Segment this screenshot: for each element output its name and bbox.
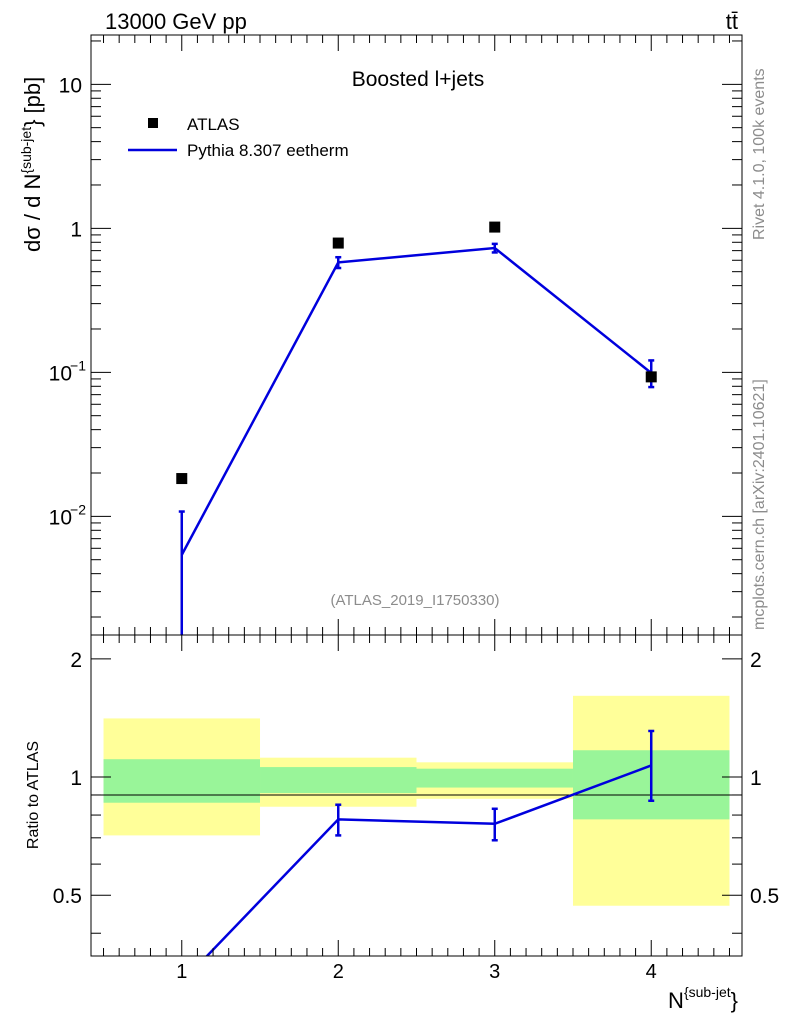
analysis-label: (ATLAS_2019_I1750330)	[330, 592, 499, 609]
legend-atlas-label: ATLAS	[187, 115, 240, 134]
process-label: tt̄	[726, 9, 738, 34]
ratio-panel: 2 2 1 1 0.5 0.5 1 2 3 4 Ratio to ATLAS N{sub-jet…	[25, 634, 779, 1013]
legend-pythia-label: Pythia 8.307 eetherm	[187, 141, 349, 160]
main-axis-ticks	[91, 35, 742, 635]
main-y-axis-label: dσ / d N{sub-jet} [pb]	[18, 77, 45, 252]
x-tick-labels: 1 2 3 4	[176, 961, 657, 983]
x-label-main: N	[668, 988, 684, 1013]
x-axis-label: N{sub-jet}	[668, 984, 738, 1013]
pythia-series-line	[180, 246, 653, 556]
x-label-close: }	[731, 988, 738, 1013]
green-band	[103, 759, 261, 803]
y-label-sup: {sub-jet	[18, 127, 34, 174]
main-y-tick-exponent: −2	[70, 501, 86, 517]
y-label-main: dσ / d N	[20, 174, 45, 252]
ratio-series-line	[205, 764, 652, 956]
ratio-y-tick-label-right: 1	[750, 767, 762, 790]
x-label-sup: {sub-jet	[684, 984, 731, 1000]
ratio-y-tick-label-left: 2	[70, 649, 82, 672]
green-band	[260, 767, 417, 794]
atlas-data-point	[332, 237, 344, 249]
ratio-y-axis-label: Ratio to ATLAS	[25, 741, 42, 849]
x-tick-label: 3	[489, 961, 500, 983]
atlas-data-point	[489, 221, 501, 233]
ratio-y-tick-label-left: 0.5	[53, 885, 82, 908]
atlas-data-point	[176, 473, 188, 485]
energy-label: 13000 GeV pp	[105, 9, 247, 34]
x-tick-label: 4	[646, 961, 657, 983]
chart-title: Boosted l+jets	[352, 68, 485, 91]
main-y-tick-label: 10	[49, 362, 72, 385]
ratio-axis-ticks	[91, 635, 742, 956]
legend: ATLAS Pythia 8.307 eetherm	[128, 115, 349, 160]
atlas-data-point	[645, 371, 657, 383]
green-band	[416, 768, 573, 788]
ratio-y-tick-label-left: 1	[70, 767, 82, 790]
x-tick-label: 1	[176, 961, 187, 983]
atlas-data-points	[176, 221, 657, 485]
main-y-tick-label: 10	[59, 74, 82, 97]
main-y-tick-exponent: −1	[70, 357, 86, 373]
ratio-y-tick-label-right: 2	[750, 649, 762, 672]
ratio-frame	[90, 634, 743, 957]
ratio-error-bars	[335, 729, 655, 842]
mcplots-label: mcplots.cern.ch [arXiv:2401.10621]	[751, 379, 768, 630]
legend-atlas-marker	[148, 118, 158, 128]
pythia-error-bars	[178, 242, 655, 635]
ratio-y-tick-labels: 2 2 1 1 0.5 0.5	[53, 649, 779, 908]
main-y-tick-label: 1	[70, 218, 82, 241]
main-y-tick-label: 10	[49, 506, 72, 529]
x-tick-label: 2	[333, 961, 344, 983]
y-label-tail: } [pb]	[20, 77, 45, 127]
rivet-version-label: Rivet 4.1.0, 100k events	[751, 68, 768, 240]
uncertainty-bands	[103, 695, 730, 906]
ratio-y-tick-label-right: 0.5	[750, 885, 779, 908]
